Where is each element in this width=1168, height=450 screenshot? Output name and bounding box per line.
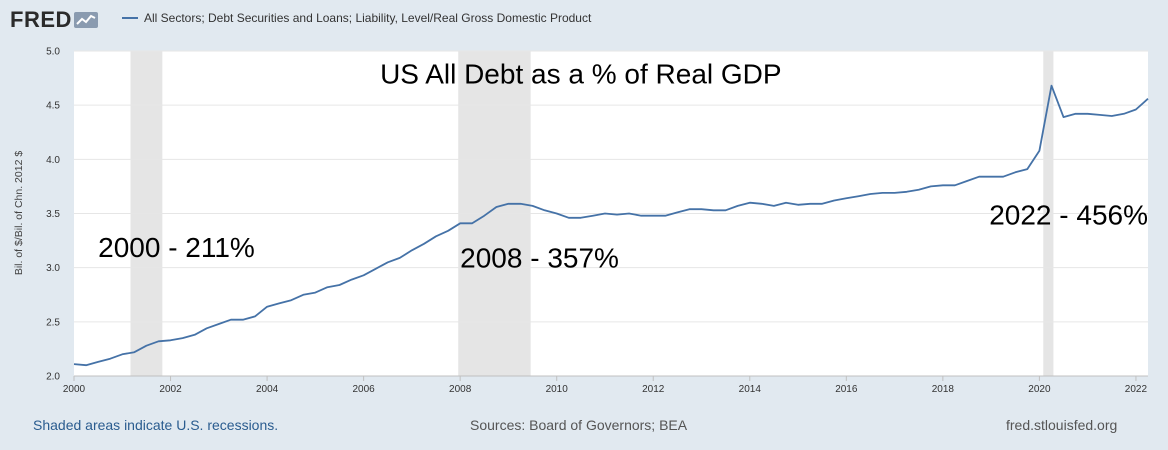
header: FRED All Sectors; Debt Securities and Lo… <box>0 0 1168 40</box>
y-tick-label: 4.5 <box>46 101 60 112</box>
line-chart: 2.02.53.03.54.04.55.0 2000 2002 2004 2006 20… <box>13 47 1149 395</box>
annotations: US All Debt as a % of Real GDP 2000 - 211… <box>98 59 1148 274</box>
x-tick-label: 2022 <box>1125 384 1148 395</box>
y-tick-label: 3.0 <box>46 263 60 274</box>
series-line <box>73 84 1149 367</box>
site-link[interactable]: fred.stlouisfed.org <box>1006 417 1118 433</box>
chart-annotation: 2000 - 211% <box>98 232 255 263</box>
x-tick-label: 2018 <box>932 384 955 395</box>
y-tick-label: 5.0 <box>46 47 60 58</box>
y-axis-label: Bil. of $/Bil. of Chn. 2012 $ <box>13 151 25 275</box>
x-tick-label: 2010 <box>546 384 569 395</box>
x-tick-label: 2016 <box>835 384 858 395</box>
chart-annotation: 2008 - 357% <box>460 243 619 274</box>
line-chart-icon <box>73 12 98 28</box>
y-tick-label: 2.0 <box>46 372 60 383</box>
fred-logo[interactable]: FRED <box>10 7 98 32</box>
x-tick-label: 2002 <box>159 384 182 395</box>
fred-logo-text: FRED <box>10 7 72 32</box>
y-tick-label: 4.0 <box>46 155 60 166</box>
x-tick-label: 2004 <box>256 384 279 395</box>
legend-series-label: All Sectors; Debt Securities and Loans; … <box>144 11 592 25</box>
x-tick-label: 2008 <box>449 384 472 395</box>
x-tick-label: 2014 <box>739 384 762 395</box>
x-tick-label: 2000 <box>63 384 86 395</box>
y-tick-label: 3.5 <box>46 209 60 220</box>
recession-note: Shaded areas indicate U.S. recessions. <box>33 417 279 433</box>
sources-note: Sources: Board of Governors; BEA <box>470 417 688 433</box>
chart-annotation: US All Debt as a % of Real GDP <box>380 59 782 90</box>
x-tick-label: 2012 <box>642 384 665 395</box>
x-tick-label: 2020 <box>1028 384 1051 395</box>
gridlines <box>74 50 1148 377</box>
y-tick-label: 2.5 <box>46 317 60 328</box>
legend: All Sectors; Debt Securities and Loans; … <box>122 11 591 25</box>
x-tick-label: 2006 <box>352 384 375 395</box>
legend-swatch <box>122 17 138 19</box>
y-axis-ticks: 2.0 2.5 3.0 3.5 4.0 4.5 5.0 <box>46 47 60 383</box>
x-axis-ticks: 2000 2002 2004 2006 2008 2010 2012 2014 2016 2018… <box>63 376 1148 395</box>
chart-annotation: 2022 - 456% <box>989 199 1148 230</box>
series-layer <box>73 84 1149 367</box>
